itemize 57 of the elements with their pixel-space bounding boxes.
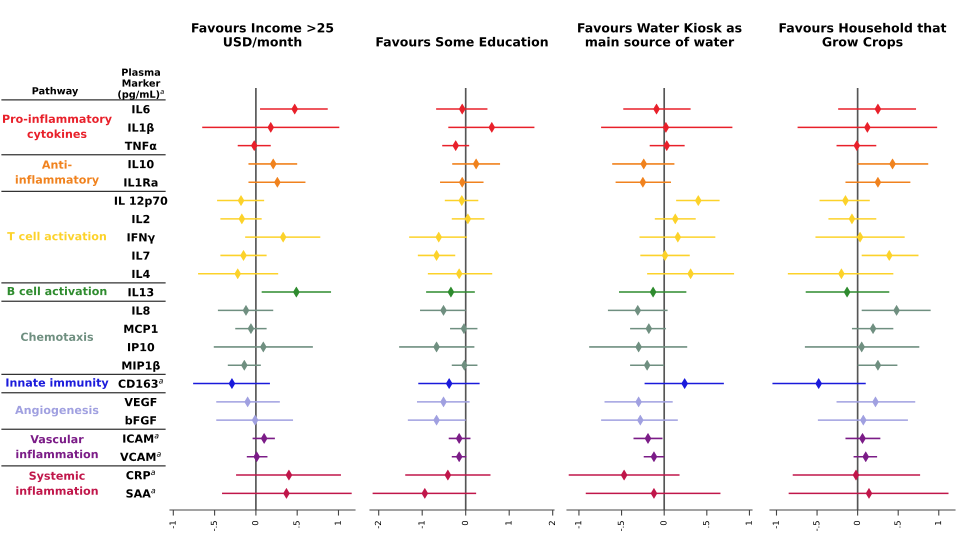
y-tick-label: MCP1 [124, 324, 158, 334]
text: Pathway [32, 86, 78, 96]
x-tick-label: 1 [934, 521, 942, 525]
text: Innate immunity [6, 378, 108, 389]
x-tick-label: 0 [854, 520, 860, 526]
y-tick-label: ICAM$^{a}$ [123, 434, 159, 443]
y-tick-label: CRP$^{a}$ [126, 470, 155, 480]
x-tick-label: 1 [746, 521, 752, 525]
x-tick-label: .5 [894, 521, 901, 528]
x-tick-label: -1 [575, 521, 582, 528]
y-tick-label: IL 12p70 [114, 196, 168, 208]
chart-title: Favours Income >25 USD/month [192, 23, 334, 48]
x-tick-label: -2 [374, 521, 381, 528]
y-tick-label: VEGF [124, 398, 156, 406]
x-tick-label: .5 [703, 521, 710, 528]
y-tick-label: IP10 [128, 342, 154, 352]
y-tick-label: IL1β [128, 123, 154, 134]
x-tick-label: -1 [418, 521, 424, 528]
y-tick-label: IL6 [132, 105, 150, 114]
text: Chemotaxis [20, 332, 94, 342]
text: Anti- inflammatory [16, 160, 99, 186]
text: Vascular inflammation [16, 434, 98, 458]
y-tick-label: MIP1β [122, 360, 160, 372]
chart-title: Favours Household that Grow Crops [780, 22, 946, 49]
x-tick-label: -.5 [618, 521, 624, 531]
x-tick-label: -.5 [210, 521, 218, 531]
x-tick-label: 1 [334, 521, 341, 525]
x-tick-label: 0 [462, 520, 468, 526]
text: Systemic inflammation [16, 471, 98, 495]
y-tick-label: SAA$^{a}$ [126, 488, 156, 498]
y-tick-label: IL13 [128, 288, 154, 296]
x-tick-label: -1 [170, 521, 176, 528]
y-tick-label: IL7 [132, 252, 150, 260]
x-tick-label: 0 [660, 520, 667, 526]
x-tick-label: 1 [505, 521, 512, 525]
x-tick-label: 0 [252, 520, 258, 526]
y-tick-label: IL4 [132, 270, 150, 278]
text: T cell activation [7, 232, 106, 240]
y-tick-label: VCAM$^{a}$ [120, 452, 161, 462]
x-tick-label: 2 [548, 521, 555, 526]
chart-title: Favours Water Kiosk as main source of water [578, 22, 742, 47]
y-axis-title: Plasma Marker (pg/mL)$^{a}$ [118, 68, 164, 100]
text: B cell activation [8, 286, 106, 296]
x-tick-label: -.5 [813, 521, 820, 531]
x-tick-label: -1 [772, 521, 779, 528]
y-tick-label: bFGF [126, 416, 156, 425]
y-tick-label: IL10 [128, 160, 154, 168]
y-tick-label: IL2 [132, 214, 150, 224]
chart-title: Favours Some Education [376, 36, 548, 47]
y-tick-label: TNFα [124, 142, 156, 150]
text: Angiogenesis [15, 406, 98, 416]
y-tick-label: IL8 [132, 306, 150, 315]
y-tick-label: CD163$^{a}$ [118, 379, 163, 388]
text: Pro-inflammatory cytokines [2, 114, 112, 140]
y-tick-label: IFNγ [128, 233, 155, 244]
y-tick-label: IL1Ra [124, 178, 158, 187]
x-tick-label: .5 [293, 521, 300, 528]
